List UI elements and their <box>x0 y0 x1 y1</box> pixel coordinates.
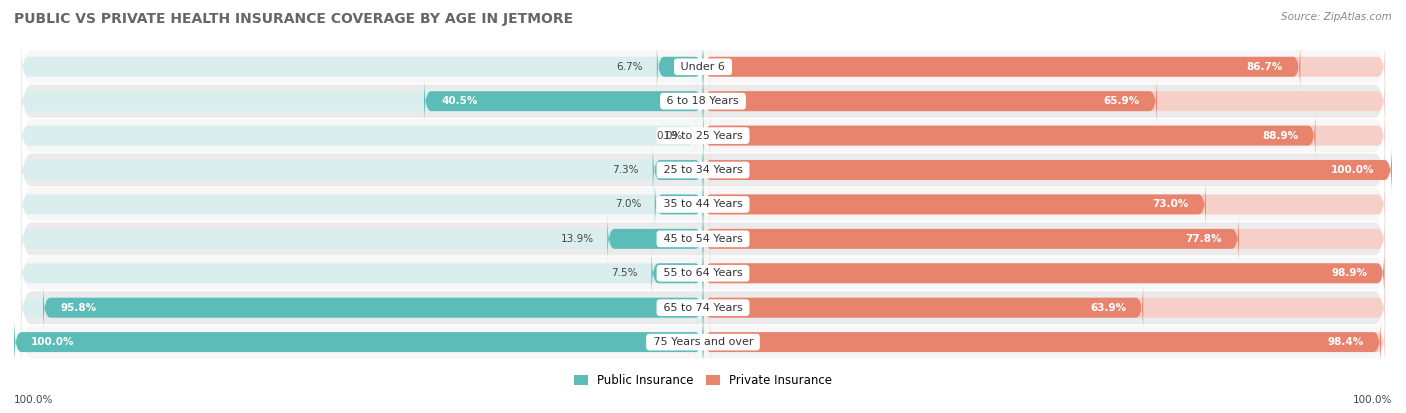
Text: 100.0%: 100.0% <box>1331 165 1375 175</box>
FancyBboxPatch shape <box>703 109 1316 162</box>
FancyBboxPatch shape <box>703 75 1157 127</box>
FancyBboxPatch shape <box>703 282 1143 334</box>
Text: 7.5%: 7.5% <box>612 268 637 278</box>
Text: 35 to 44 Years: 35 to 44 Years <box>659 199 747 209</box>
Text: 98.4%: 98.4% <box>1327 337 1364 347</box>
FancyBboxPatch shape <box>425 75 703 127</box>
FancyBboxPatch shape <box>21 204 1385 274</box>
FancyBboxPatch shape <box>703 178 1206 230</box>
Text: Under 6: Under 6 <box>678 62 728 72</box>
FancyBboxPatch shape <box>21 100 1385 171</box>
FancyBboxPatch shape <box>21 316 696 368</box>
Text: 77.8%: 77.8% <box>1185 234 1222 244</box>
FancyBboxPatch shape <box>21 247 696 299</box>
Text: 45 to 54 Years: 45 to 54 Years <box>659 234 747 244</box>
FancyBboxPatch shape <box>710 282 1385 334</box>
FancyBboxPatch shape <box>21 178 696 230</box>
FancyBboxPatch shape <box>21 169 1385 240</box>
FancyBboxPatch shape <box>607 213 703 265</box>
FancyBboxPatch shape <box>710 178 1385 230</box>
FancyBboxPatch shape <box>21 135 1385 205</box>
FancyBboxPatch shape <box>703 213 1239 265</box>
FancyBboxPatch shape <box>21 109 696 162</box>
Text: 63.9%: 63.9% <box>1090 303 1126 313</box>
FancyBboxPatch shape <box>710 213 1385 265</box>
Text: 13.9%: 13.9% <box>561 234 593 244</box>
Text: 0.0%: 0.0% <box>657 131 682 140</box>
FancyBboxPatch shape <box>655 178 703 230</box>
FancyBboxPatch shape <box>710 40 1385 93</box>
Text: 7.0%: 7.0% <box>614 199 641 209</box>
Text: 6.7%: 6.7% <box>617 62 643 72</box>
Text: 86.7%: 86.7% <box>1247 62 1284 72</box>
FancyBboxPatch shape <box>710 109 1385 162</box>
Text: Source: ZipAtlas.com: Source: ZipAtlas.com <box>1281 12 1392 22</box>
Text: 6 to 18 Years: 6 to 18 Years <box>664 96 742 106</box>
Text: 19 to 25 Years: 19 to 25 Years <box>659 131 747 140</box>
Text: 100.0%: 100.0% <box>1353 395 1392 405</box>
FancyBboxPatch shape <box>44 282 703 334</box>
FancyBboxPatch shape <box>14 316 703 368</box>
FancyBboxPatch shape <box>657 40 703 93</box>
FancyBboxPatch shape <box>703 144 1392 196</box>
FancyBboxPatch shape <box>21 32 1385 102</box>
Legend: Public Insurance, Private Insurance: Public Insurance, Private Insurance <box>571 370 835 391</box>
FancyBboxPatch shape <box>652 144 703 196</box>
FancyBboxPatch shape <box>21 144 696 196</box>
Text: 75 Years and over: 75 Years and over <box>650 337 756 347</box>
FancyBboxPatch shape <box>21 273 1385 343</box>
FancyBboxPatch shape <box>703 316 1381 368</box>
Text: PUBLIC VS PRIVATE HEALTH INSURANCE COVERAGE BY AGE IN JETMORE: PUBLIC VS PRIVATE HEALTH INSURANCE COVER… <box>14 12 574 26</box>
Text: 100.0%: 100.0% <box>31 337 75 347</box>
Text: 7.3%: 7.3% <box>613 165 638 175</box>
FancyBboxPatch shape <box>21 213 696 265</box>
Text: 40.5%: 40.5% <box>441 96 478 106</box>
FancyBboxPatch shape <box>21 40 696 93</box>
FancyBboxPatch shape <box>703 40 1301 93</box>
FancyBboxPatch shape <box>703 247 1385 299</box>
FancyBboxPatch shape <box>651 247 703 299</box>
FancyBboxPatch shape <box>710 316 1385 368</box>
Text: 65.9%: 65.9% <box>1104 96 1140 106</box>
Text: 73.0%: 73.0% <box>1153 199 1188 209</box>
Text: 95.8%: 95.8% <box>60 303 97 313</box>
FancyBboxPatch shape <box>21 282 696 334</box>
Text: 25 to 34 Years: 25 to 34 Years <box>659 165 747 175</box>
FancyBboxPatch shape <box>21 66 1385 136</box>
FancyBboxPatch shape <box>21 75 696 127</box>
Text: 55 to 64 Years: 55 to 64 Years <box>659 268 747 278</box>
Text: 100.0%: 100.0% <box>14 395 53 405</box>
FancyBboxPatch shape <box>710 247 1385 299</box>
Text: 98.9%: 98.9% <box>1331 268 1367 278</box>
Text: 88.9%: 88.9% <box>1263 131 1298 140</box>
FancyBboxPatch shape <box>710 144 1385 196</box>
FancyBboxPatch shape <box>21 307 1385 377</box>
FancyBboxPatch shape <box>21 238 1385 309</box>
FancyBboxPatch shape <box>710 75 1385 127</box>
Text: 65 to 74 Years: 65 to 74 Years <box>659 303 747 313</box>
